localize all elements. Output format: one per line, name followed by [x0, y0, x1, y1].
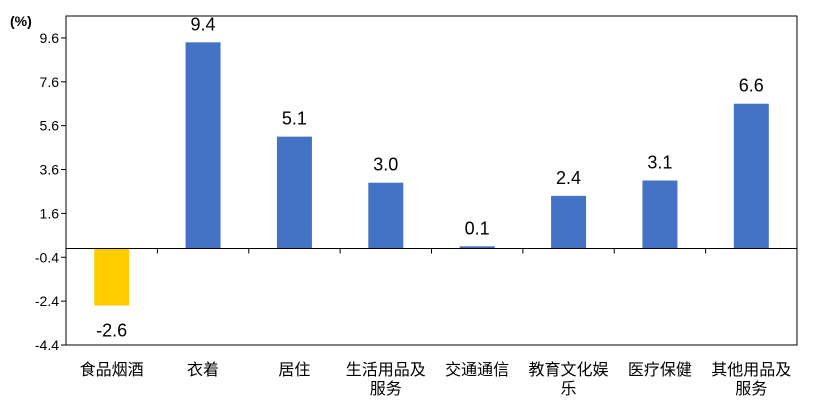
y-tick-label: -2.4	[35, 293, 59, 309]
x-tick-label: 乐	[561, 379, 577, 398]
y-tick-label: -0.4	[35, 249, 59, 265]
x-tick-label: 服务	[370, 379, 402, 398]
value-labels: -2.6 9.4 5.1 3.0 0.1 2.4 3.1 6.6	[96, 14, 764, 340]
data-label: 3.1	[647, 153, 672, 173]
x-tick-label: 居住	[278, 360, 310, 379]
data-label: 5.1	[282, 109, 307, 129]
y-tick-label: 9.6	[40, 30, 60, 46]
bar	[94, 248, 130, 306]
y-tick-label: -4.4	[35, 337, 59, 353]
x-tick-label: 食品烟酒	[80, 360, 144, 379]
bar	[276, 136, 312, 249]
x-axis	[66, 247, 797, 254]
y-tick-label: 7.6	[40, 74, 60, 90]
y-tick-label: 3.6	[40, 162, 60, 178]
bar	[733, 103, 769, 249]
x-tick-label: 医疗保健	[628, 360, 692, 379]
x-tick-label: 教育文化娱	[529, 360, 609, 379]
bar	[551, 195, 587, 249]
x-tick-label: 生活用品及	[346, 360, 426, 379]
plot-frame	[65, 15, 798, 346]
data-label: 3.0	[373, 155, 398, 175]
data-label: 2.4	[556, 168, 581, 188]
y-tick-label: 5.6	[40, 118, 60, 134]
data-label: 6.6	[739, 76, 764, 96]
x-tick-label: 衣着	[187, 360, 219, 379]
y-axis-unit-label: (%)	[10, 13, 32, 29]
x-tick-label: 其他用品及	[711, 360, 791, 379]
bar	[642, 180, 678, 249]
y-axis: 9.6 7.6 5.6 3.6 1.6 -0.4 -2.4 -4.4	[35, 30, 66, 353]
bar	[459, 246, 495, 249]
bars	[94, 42, 769, 306]
data-label: 9.4	[191, 14, 216, 34]
data-label: 0.1	[465, 218, 490, 238]
x-tick-label: 交通通信	[445, 360, 509, 379]
y-tick-label: 1.6	[40, 205, 60, 221]
x-tick-label: 服务	[735, 379, 767, 398]
bar	[368, 182, 404, 249]
bar	[185, 42, 221, 249]
data-label: -2.6	[96, 321, 127, 341]
